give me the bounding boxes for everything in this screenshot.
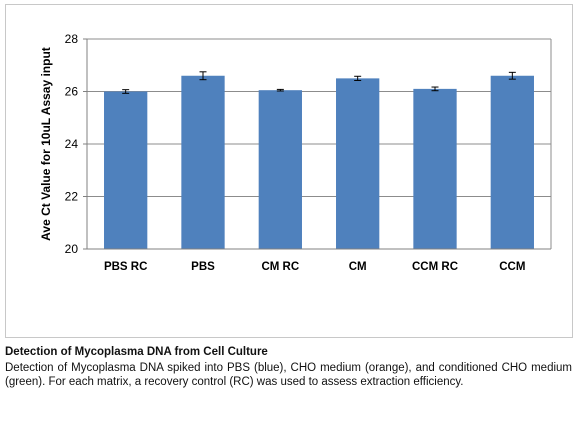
bars bbox=[104, 71, 534, 249]
bar-chart: 20 22 24 26 28 PBS RC PBS CM RC CM CCM RC CCM Ave … bbox=[39, 32, 552, 273]
caption-body: Detection of Mycoplasma DNA spiked into … bbox=[5, 361, 572, 389]
category-label: CM RC bbox=[261, 261, 299, 273]
gridlines bbox=[87, 38, 551, 197]
caption-title: Detection of Mycoplasma DNA from Cell Cu… bbox=[5, 346, 268, 358]
bar bbox=[490, 75, 534, 249]
y-tick-label: 24 bbox=[65, 137, 79, 151]
y-axis-label: Ave Ct Value for 10uL Assay input bbox=[39, 47, 53, 241]
category-label: CCM bbox=[499, 261, 525, 273]
category-label: CCM RC bbox=[412, 261, 458, 273]
bar bbox=[181, 75, 225, 249]
bar bbox=[336, 78, 380, 249]
axes: 20 22 24 26 28 PBS RC PBS CM RC CM CCM RC CCM bbox=[65, 32, 552, 273]
category-label: PBS RC bbox=[104, 261, 147, 273]
category-label: PBS bbox=[191, 261, 215, 273]
category-label: CM bbox=[349, 261, 367, 273]
bar bbox=[104, 91, 148, 249]
y-tick-label: 22 bbox=[65, 190, 79, 204]
bar bbox=[413, 88, 457, 249]
y-tick-label: 28 bbox=[65, 32, 79, 46]
y-tick-label: 26 bbox=[65, 85, 79, 99]
y-tick-label: 20 bbox=[65, 242, 79, 256]
figure-caption: Detection of Mycoplasma DNA from Cell Cu… bbox=[5, 345, 572, 390]
bar bbox=[258, 90, 302, 249]
